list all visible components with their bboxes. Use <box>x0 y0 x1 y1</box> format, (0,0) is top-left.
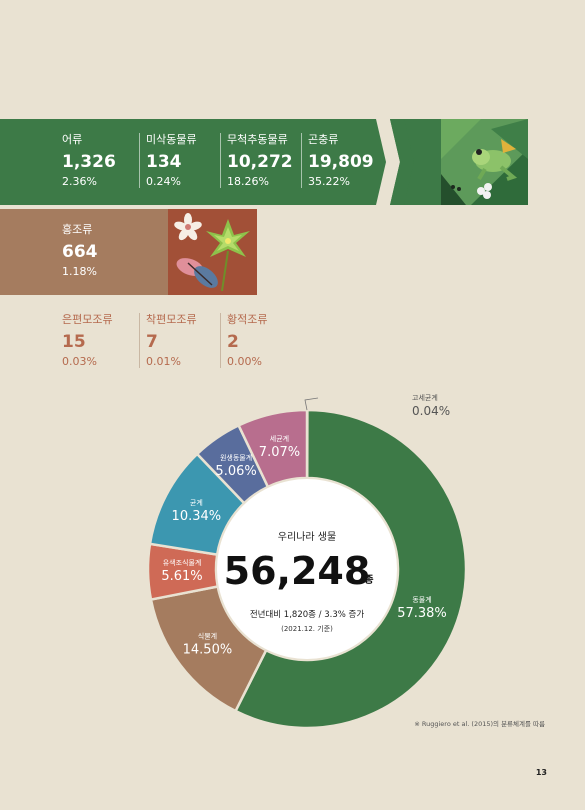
stat-count: 15 <box>62 332 86 352</box>
slice-category-label: 세균계 <box>270 434 289 443</box>
species-donut-chart: 동물계 57.38% 식물계 14.50% 유색조식물계 5.61% 균계 10.34% 원생동… <box>146 393 468 730</box>
donut-center <box>217 479 397 659</box>
slice-category-label: 동물계 <box>412 595 431 604</box>
stat-count: 7 <box>146 332 158 352</box>
slice-percent-label: 5.61% <box>161 569 202 584</box>
stat-third-row-0: 은편모조류 15 0.03% <box>62 313 113 368</box>
green-band <box>0 119 528 205</box>
stat-percent: 35.22% <box>308 175 350 188</box>
chevron-arrow-icon <box>376 119 414 205</box>
slice-category-label: 원생동물계 <box>220 453 252 462</box>
stat-top-row-0: 어류 1,326 2.36% <box>62 133 116 188</box>
stat-count: 2 <box>227 332 239 352</box>
slice-percent-label: 14.50% <box>183 643 233 658</box>
stat-label: 곤충류 <box>308 133 339 146</box>
stat-percent: 0.01% <box>146 355 181 368</box>
slice-percent-label-outside: 0.04% <box>412 404 450 418</box>
slice-category-label-outside: 고세균계 <box>412 393 438 402</box>
stat-label: 미삭동물류 <box>146 133 197 146</box>
stat-top-row-2: 무척추동물류 10,272 18.26% <box>220 133 293 188</box>
center-number: 56,248 <box>224 549 371 593</box>
plant-illustration <box>168 209 257 295</box>
center-change: 전년대비 1,820종 / 3.3% 증가 <box>250 609 365 620</box>
slice-percent-label: 57.38% <box>397 606 447 621</box>
leader-line <box>304 397 319 411</box>
stat-label: 은편모조류 <box>62 313 113 326</box>
frog-illustration <box>441 119 528 205</box>
stat-count: 10,272 <box>227 152 293 172</box>
center-title: 우리나라 생물 <box>278 531 336 543</box>
stat-second-row-0: 홍조류 664 1.18% <box>62 223 98 278</box>
slice-category-label: 유색조식물계 <box>163 558 202 567</box>
slice-category-label: 균계 <box>190 498 203 507</box>
stat-third-row-1: 착편모조류 7 0.01% <box>139 313 197 368</box>
stat-label: 황적조류 <box>227 313 268 326</box>
stat-label: 홍조류 <box>62 223 93 236</box>
stat-percent: 1.18% <box>62 265 97 278</box>
stat-count: 134 <box>146 152 182 172</box>
stat-count: 1,326 <box>62 152 116 172</box>
stat-count: 664 <box>62 242 98 262</box>
stat-percent: 0.00% <box>227 355 262 368</box>
stat-top-row-1: 미삭동물류 134 0.24% <box>139 133 197 188</box>
center-unit: 종 <box>364 574 373 586</box>
donut-slice-6 <box>237 408 309 489</box>
page-number: 13 <box>535 768 547 777</box>
slice-category-label: 식물계 <box>198 632 217 641</box>
center-basis: (2021.12. 기준) <box>281 624 333 633</box>
slice-percent-label: 5.06% <box>215 464 256 479</box>
stat-percent: 18.26% <box>227 175 269 188</box>
donut-slice-1 <box>233 408 468 730</box>
stat-label: 어류 <box>62 133 83 146</box>
slice-percent-label: 10.34% <box>172 509 222 524</box>
stat-top-row-3: 곤충류 19,809 35.22% <box>301 133 374 188</box>
footnote: ※ Ruggiero et al. (2015)의 분류체계를 따름 <box>414 720 545 728</box>
stat-third-row-2: 황적조류 2 0.00% <box>220 313 267 368</box>
stat-label: 착편모조류 <box>146 313 197 326</box>
stat-label: 무척추동물류 <box>227 133 288 146</box>
slice-percent-label: 7.07% <box>259 445 300 460</box>
stat-percent: 0.24% <box>146 175 181 188</box>
stat-percent: 0.03% <box>62 355 97 368</box>
stat-count: 19,809 <box>308 152 374 172</box>
stat-percent: 2.36% <box>62 175 97 188</box>
